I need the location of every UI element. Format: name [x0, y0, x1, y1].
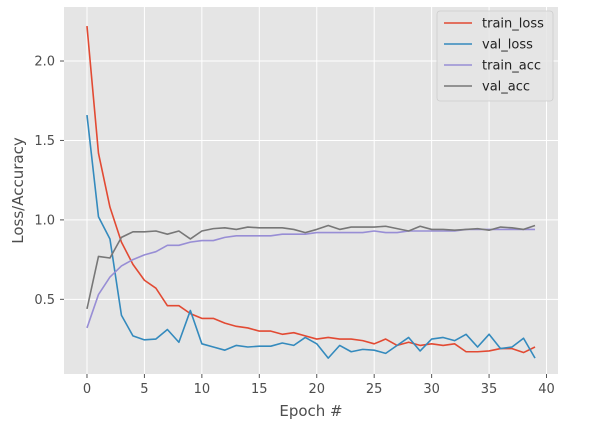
series-line-val-acc — [86, 224, 536, 310]
legend-label-val-acc: val_acc — [482, 80, 530, 95]
legend-label-train-acc: train_acc — [482, 59, 541, 74]
y-tick-label: 2.0 — [34, 55, 55, 70]
legend-label-train-loss: train_loss — [482, 17, 544, 32]
x-tick-label: 15 — [251, 382, 268, 397]
x-axis-ticks: 0 5 10 15 20 25 30 35 40 — [83, 374, 555, 397]
x-tick-label: 30 — [423, 382, 440, 397]
x-axis-label: Epoch # — [279, 402, 342, 420]
x-tick-label: 0 — [83, 382, 91, 397]
x-tick-label: 10 — [194, 382, 211, 397]
y-tick-label: 0.5 — [34, 293, 55, 308]
legend-box — [436, 10, 554, 102]
x-tick-label: 35 — [481, 382, 498, 397]
series-line-val-loss — [86, 114, 536, 359]
legend: train_loss val_loss train_acc val_acc — [436, 10, 554, 102]
x-tick-label: 40 — [538, 382, 555, 397]
y-tick-label: 1.5 — [34, 134, 55, 149]
y-axis-label: Loss/Accuracy — [9, 137, 27, 244]
x-tick-label: 5 — [140, 382, 148, 397]
x-tick-label: 25 — [366, 382, 383, 397]
x-tick-label: 20 — [308, 382, 325, 397]
series-line-train-loss — [86, 25, 536, 354]
legend-label-val-loss: val_loss — [482, 38, 533, 53]
y-tick-label: 1.0 — [34, 213, 55, 228]
y-axis-ticks: 0.5 1.0 1.5 2.0 — [34, 55, 64, 308]
series-layer — [86, 25, 536, 359]
